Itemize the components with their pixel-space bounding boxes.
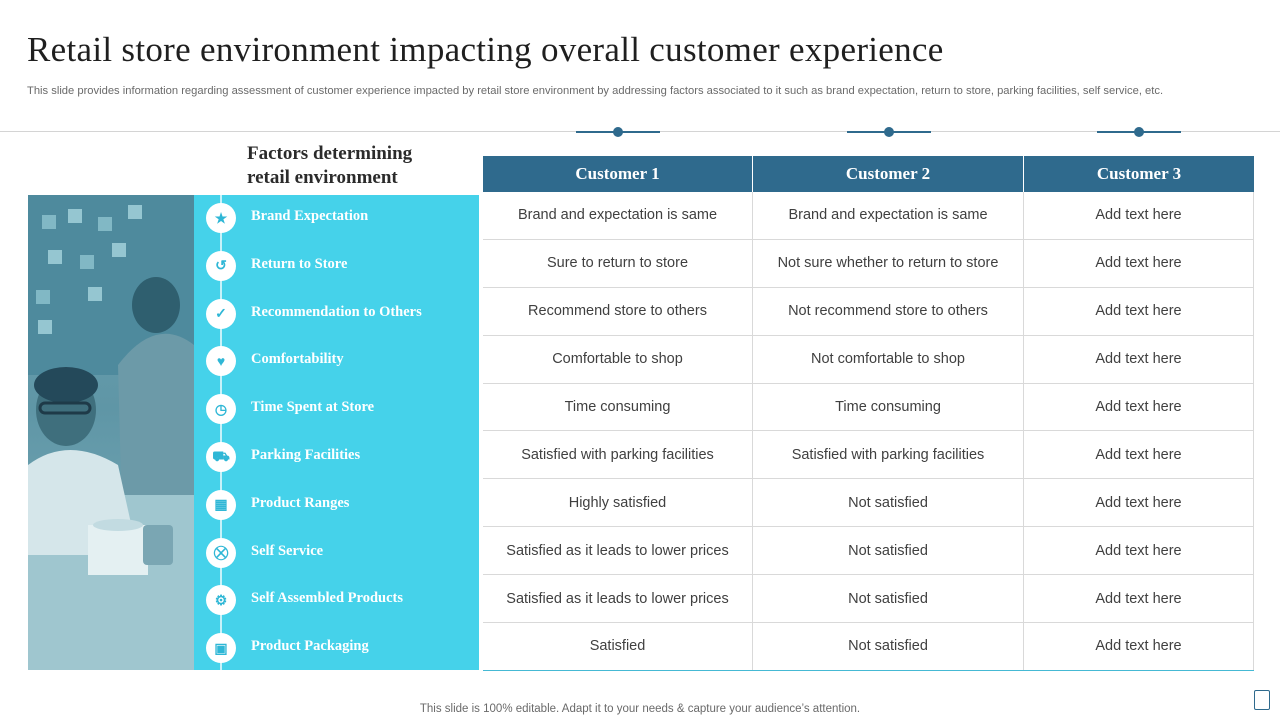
factor-row: ♥ Comfortability	[194, 338, 479, 386]
table-cell: Add text here	[1024, 431, 1254, 479]
slide-title: Retail store environment impacting overa…	[27, 30, 944, 69]
table-cell: Time consuming	[483, 383, 753, 431]
table-cell: Not sure whether to return to store	[753, 239, 1024, 287]
car-icon: ⛟	[206, 442, 236, 472]
page-icon	[1254, 690, 1270, 710]
table-cell: Sure to return to store	[483, 239, 753, 287]
factor-row: ▦ Product Ranges	[194, 482, 479, 530]
self-service-icon: ⛒	[206, 537, 236, 568]
people-photo-illustration	[28, 195, 194, 670]
comfort-icon: ♥	[206, 346, 236, 377]
factor-row: ⚙ Self Assembled Products	[194, 577, 479, 625]
table-cell: Add text here	[1024, 623, 1254, 670]
factors-heading: Factors determining retail environment	[247, 143, 413, 188]
column-marker-2	[847, 126, 931, 138]
factor-label: Self Assembled Products	[251, 590, 403, 607]
factor-row: ▣ Product Packaging	[194, 625, 479, 673]
table-row: Sure to return to store Not sure whether…	[483, 239, 1254, 288]
table-cell: Add text here	[1024, 479, 1254, 527]
factor-label: Product Ranges	[251, 494, 350, 511]
factor-label: Self Service	[251, 542, 324, 559]
table-cell: Brand and expectation is same	[483, 192, 753, 239]
table-cell: Time consuming	[753, 383, 1024, 431]
table-cell: Add text here	[1024, 239, 1254, 287]
table-header: Customer 1 Customer 2 Customer 3	[483, 156, 1254, 192]
table-cell: Brand and expectation is same	[753, 192, 1024, 239]
slide-footer: This slide is 100% editable. Adapt it to…	[419, 703, 861, 715]
table-cell: Not comfortable to shop	[753, 335, 1024, 383]
table-cell: Add text here	[1024, 527, 1254, 575]
header-customer-2: Customer 2	[753, 156, 1024, 192]
product-range-icon: ▦	[206, 489, 236, 520]
table-cell: Add text here	[1024, 575, 1254, 623]
factor-label: Brand Expectation	[251, 208, 369, 224]
header-customer-3: Customer 3	[1024, 156, 1254, 192]
header-customer-1: Customer 1	[483, 156, 753, 192]
factor-row: ⛒ Self Service	[194, 530, 479, 578]
table-cell: Not recommend store to others	[753, 287, 1024, 335]
table-row: Highly satisfied Not satisfied Add text …	[483, 479, 1254, 528]
table-row: Satisfied as it leads to lower prices No…	[483, 527, 1254, 576]
column-marker-1	[576, 126, 660, 138]
factor-row: ⛟ Parking Facilities	[194, 434, 479, 482]
table-cell: Add text here	[1024, 192, 1254, 239]
assembled-icon: ⚙	[206, 585, 236, 616]
factor-label: Parking Facilities	[251, 447, 361, 463]
table-row: Satisfied as it leads to lower prices No…	[483, 575, 1254, 624]
table-row: Time consuming Time consuming Add text h…	[483, 383, 1254, 432]
table-cell: Recommend store to others	[483, 287, 753, 335]
table-cell: Add text here	[1024, 335, 1254, 383]
table-cell: Not satisfied	[753, 623, 1024, 670]
table-row: Satisfied Not satisfied Add text here	[483, 623, 1254, 671]
table-cell: Comfortable to shop	[483, 335, 753, 383]
table-cell: Add text here	[1024, 287, 1254, 335]
table-row: Satisfied with parking facilities Satisf…	[483, 431, 1254, 480]
column-marker-3	[1097, 126, 1181, 138]
table-cell: Highly satisfied	[483, 479, 753, 527]
factors-panel: ★ Brand Expectation ↺ Return to Store ✓ …	[194, 195, 479, 670]
table-cell: Not satisfied	[753, 479, 1024, 527]
table-cell: Satisfied	[483, 623, 753, 670]
table-cell: Not satisfied	[753, 575, 1024, 623]
table-cell: Satisfied as it leads to lower prices	[483, 575, 753, 623]
factor-label: Recommendation to Others	[251, 303, 422, 320]
table-cell: Satisfied with parking facilities	[483, 431, 753, 479]
table-cell: Satisfied with parking facilities	[753, 431, 1024, 479]
brand-icon: ★	[206, 203, 236, 233]
factor-row: ◷ Time Spent at Store	[194, 386, 479, 434]
people-photo	[28, 195, 194, 670]
factor-label: Product Packaging	[251, 638, 369, 655]
factor-label: Time Spent at Store	[251, 399, 375, 416]
factor-label: Comfortability	[251, 351, 344, 368]
return-icon: ↺	[206, 250, 236, 281]
factors-rail	[220, 195, 222, 670]
factor-row: ✓ Recommendation to Others	[194, 291, 479, 339]
table-row: Recommend store to others Not recommend …	[483, 287, 1254, 336]
table-row: Comfortable to shop Not comfortable to s…	[483, 335, 1254, 384]
factor-label: Return to Store	[251, 255, 348, 272]
factor-row: ★ Brand Expectation	[194, 195, 479, 243]
recommend-icon: ✓	[206, 298, 236, 329]
table-row: Brand and expectation is same Brand and …	[483, 192, 1254, 240]
table-cell: Satisfied as it leads to lower prices	[483, 527, 753, 575]
time-icon: ◷	[206, 394, 236, 425]
table-cell: Add text here	[1024, 383, 1254, 431]
table-cell: Not satisfied	[753, 527, 1024, 575]
customer-table: Customer 1 Customer 2 Customer 3 Brand a…	[483, 156, 1254, 671]
slide-subtitle: This slide provides information regardin…	[27, 85, 1164, 97]
factor-row: ↺ Return to Store	[194, 243, 479, 291]
packaging-icon: ▣	[206, 633, 236, 664]
